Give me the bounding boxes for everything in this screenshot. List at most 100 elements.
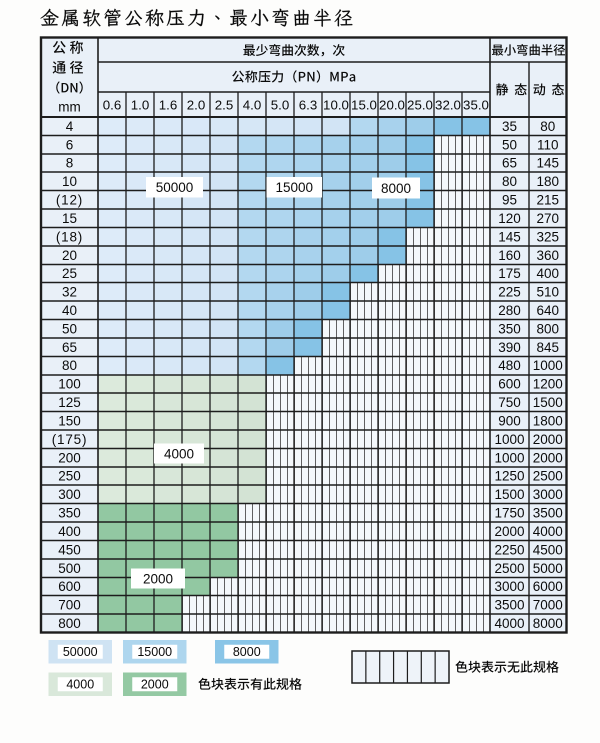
svg-text:40: 40 [62, 303, 77, 318]
svg-text:150: 150 [58, 413, 81, 428]
svg-text:6: 6 [66, 137, 74, 152]
svg-text:2.0: 2.0 [187, 97, 206, 112]
svg-text:800: 800 [58, 616, 81, 631]
svg-text:32: 32 [62, 285, 77, 300]
svg-text:600: 600 [498, 377, 521, 392]
svg-text:2000: 2000 [143, 571, 173, 586]
svg-text:25.0: 25.0 [407, 97, 433, 112]
svg-text:800: 800 [536, 321, 559, 336]
svg-text:2.5: 2.5 [215, 97, 234, 112]
svg-text:900: 900 [498, 413, 521, 428]
svg-text:120: 120 [498, 211, 521, 226]
svg-text:160: 160 [498, 248, 521, 263]
svg-text:1500: 1500 [533, 395, 563, 410]
svg-text:480: 480 [498, 358, 521, 373]
svg-text:175: 175 [498, 266, 521, 281]
svg-text:2250: 2250 [494, 542, 524, 557]
svg-text:65: 65 [62, 340, 77, 355]
svg-text:20: 20 [62, 248, 77, 263]
svg-text:450: 450 [58, 542, 81, 557]
svg-text:80: 80 [502, 174, 517, 189]
svg-text:1000: 1000 [494, 432, 524, 447]
svg-text:mm: mm [58, 100, 81, 115]
svg-text:2000: 2000 [533, 432, 563, 447]
svg-text:390: 390 [498, 340, 521, 355]
svg-text:0.6: 0.6 [103, 97, 122, 112]
svg-text:5.0: 5.0 [271, 97, 290, 112]
svg-text:3000: 3000 [533, 487, 563, 502]
svg-text:215: 215 [536, 193, 559, 208]
svg-text:4000: 4000 [533, 524, 563, 539]
svg-text:15000: 15000 [137, 645, 172, 659]
svg-text:2000: 2000 [494, 524, 524, 539]
svg-text:2000: 2000 [533, 450, 563, 465]
svg-text:145: 145 [498, 229, 521, 244]
svg-text:280: 280 [498, 303, 521, 318]
svg-text:640: 640 [536, 303, 559, 318]
svg-text:180: 180 [536, 174, 559, 189]
svg-text:50000: 50000 [63, 645, 98, 659]
svg-text:65: 65 [502, 156, 517, 171]
svg-text:145: 145 [536, 156, 559, 171]
svg-text:(175): (175) [52, 432, 88, 447]
svg-text:125: 125 [58, 395, 81, 410]
svg-text:80: 80 [62, 358, 77, 373]
svg-text:200: 200 [58, 450, 81, 465]
svg-text:250: 250 [58, 469, 81, 484]
svg-text:100: 100 [58, 377, 81, 392]
svg-text:350: 350 [498, 321, 521, 336]
svg-text:25: 25 [62, 266, 77, 281]
svg-text:50: 50 [62, 321, 77, 336]
svg-text:350: 350 [58, 506, 81, 521]
svg-text:1200: 1200 [533, 377, 563, 392]
svg-text:3500: 3500 [494, 598, 524, 613]
svg-text:(18): (18) [56, 229, 83, 244]
svg-text:8000: 8000 [381, 181, 411, 196]
svg-text:10.0: 10.0 [323, 97, 349, 112]
svg-text:1250: 1250 [494, 469, 524, 484]
svg-text:50000: 50000 [156, 180, 194, 195]
svg-text:400: 400 [536, 266, 559, 281]
svg-text:600: 600 [58, 579, 81, 594]
svg-text:10: 10 [62, 174, 77, 189]
svg-text:15.0: 15.0 [351, 97, 377, 112]
svg-text:110: 110 [537, 137, 559, 152]
svg-text:1000: 1000 [533, 358, 563, 373]
svg-text:2500: 2500 [533, 469, 563, 484]
svg-text:1.0: 1.0 [131, 97, 150, 112]
svg-text:5000: 5000 [533, 561, 563, 576]
svg-text:1.6: 1.6 [159, 97, 178, 112]
svg-text:1500: 1500 [494, 487, 524, 502]
svg-text:4: 4 [66, 119, 74, 134]
svg-text:8000: 8000 [533, 616, 563, 631]
svg-text:20.0: 20.0 [379, 97, 405, 112]
svg-text:8: 8 [66, 156, 74, 171]
svg-text:2500: 2500 [494, 561, 524, 576]
svg-text:300: 300 [58, 487, 81, 502]
svg-text:510: 510 [536, 285, 559, 300]
svg-text:8000: 8000 [233, 645, 261, 659]
svg-text:35: 35 [502, 119, 517, 134]
svg-text:(12): (12) [56, 193, 83, 208]
svg-text:4.0: 4.0 [243, 97, 262, 112]
svg-text:225: 225 [498, 285, 521, 300]
svg-text:1800: 1800 [533, 413, 563, 428]
svg-text:4000: 4000 [164, 446, 194, 461]
svg-text:1000: 1000 [494, 450, 524, 465]
svg-text:7000: 7000 [533, 598, 563, 613]
svg-text:80: 80 [540, 119, 555, 134]
svg-text:750: 750 [498, 395, 521, 410]
svg-text:400: 400 [58, 524, 81, 539]
svg-text:95: 95 [502, 193, 517, 208]
svg-text:32.0: 32.0 [435, 97, 461, 112]
svg-text:325: 325 [536, 229, 559, 244]
svg-text:2000: 2000 [141, 677, 169, 691]
svg-text:360: 360 [536, 248, 559, 263]
svg-text:700: 700 [58, 598, 81, 613]
svg-text:500: 500 [58, 561, 81, 576]
svg-text:4000: 4000 [494, 616, 524, 631]
svg-text:845: 845 [536, 340, 559, 355]
svg-text:35.0: 35.0 [463, 97, 489, 112]
svg-text:270: 270 [536, 211, 559, 226]
svg-text:3500: 3500 [533, 506, 563, 521]
